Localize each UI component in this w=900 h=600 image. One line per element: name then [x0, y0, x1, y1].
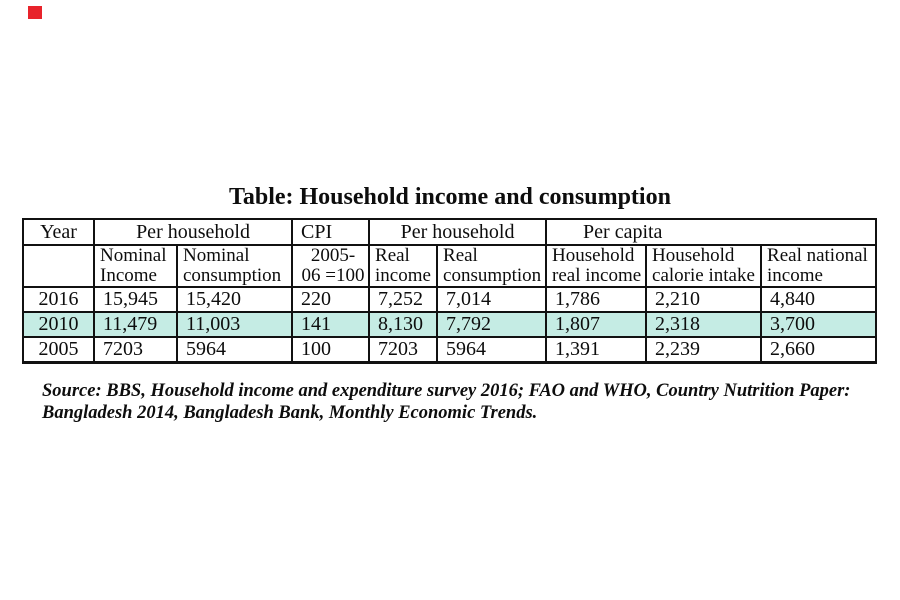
row-year: 2005	[22, 336, 95, 364]
subheader-real-national-income: Real national income	[760, 244, 878, 288]
cell-household-real-income: 1,807	[545, 311, 648, 338]
cell-nominal-consumption: 5964	[175, 336, 294, 364]
cell-cpi: 100	[291, 336, 371, 364]
cell-real-national-income: 2,660	[760, 336, 878, 364]
cell-real-national-income: 4,840	[760, 286, 878, 313]
table-row-2005: 2005 7203 5964 100 7203 5964 1,391 2,239…	[22, 336, 878, 364]
col-header-per-household-real: Per household	[368, 218, 548, 246]
red-marker	[28, 6, 42, 19]
subheader-real-consumption: Real consumption	[436, 244, 548, 288]
cell-household-real-income: 1,786	[545, 286, 648, 313]
col-header-per-household-nominal: Per household	[92, 218, 294, 246]
page-title: Table: Household income and consumption	[229, 184, 671, 210]
cell-household-real-income: 1,391	[545, 336, 648, 364]
subheader-nominal-income: Nominal Income	[93, 244, 178, 288]
cell-real-consumption: 7,014	[436, 286, 548, 313]
col-header-year: Year	[22, 218, 95, 246]
cell-cpi: 141	[291, 311, 371, 338]
subheader-nominal-consumption: Nominal consumption	[175, 244, 294, 288]
subheader-real-income: Real income	[368, 244, 439, 288]
table-row-2016: 2016 15,945 15,420 220 7,252 7,014 1,786…	[22, 286, 878, 313]
household-income-table: Year Per household CPI Per household Per…	[22, 218, 878, 364]
cell-nominal-income: 11,479	[93, 311, 178, 338]
cell-nominal-income: 15,945	[93, 286, 178, 313]
cell-real-income: 8,130	[368, 311, 439, 338]
subheader-cpi-base: 2005- 06 =100	[291, 244, 371, 288]
subheader-empty	[22, 244, 95, 288]
cell-nominal-income: 7203	[93, 336, 178, 364]
cell-real-income: 7,252	[368, 286, 439, 313]
source-note: Source: BBS, Household income and expend…	[42, 381, 851, 423]
cell-cpi: 220	[291, 286, 371, 313]
table-header-row-subcolumns: Nominal Income Nominal consumption 2005-…	[22, 244, 878, 288]
row-year: 2010	[22, 311, 95, 338]
col-header-cpi: CPI	[291, 218, 371, 246]
table-row-2010: 2010 11,479 11,003 141 8,130 7,792 1,807…	[22, 311, 878, 338]
cell-real-consumption: 7,792	[436, 311, 548, 338]
subheader-household-real-income: Household real income	[545, 244, 648, 288]
cell-real-income: 7203	[368, 336, 439, 364]
row-year: 2016	[22, 286, 95, 313]
cell-real-consumption: 5964	[436, 336, 548, 364]
col-header-per-capita: Per capita	[545, 218, 878, 246]
table-header-row-groups: Year Per household CPI Per household Per…	[22, 218, 878, 246]
cell-household-calorie-intake: 2,239	[645, 336, 763, 364]
cell-nominal-consumption: 11,003	[175, 311, 294, 338]
cell-household-calorie-intake: 2,210	[645, 286, 763, 313]
cell-household-calorie-intake: 2,318	[645, 311, 763, 338]
subheader-household-calorie-intake: Household calorie intake	[645, 244, 763, 288]
cell-real-national-income: 3,700	[760, 311, 878, 338]
cell-nominal-consumption: 15,420	[175, 286, 294, 313]
